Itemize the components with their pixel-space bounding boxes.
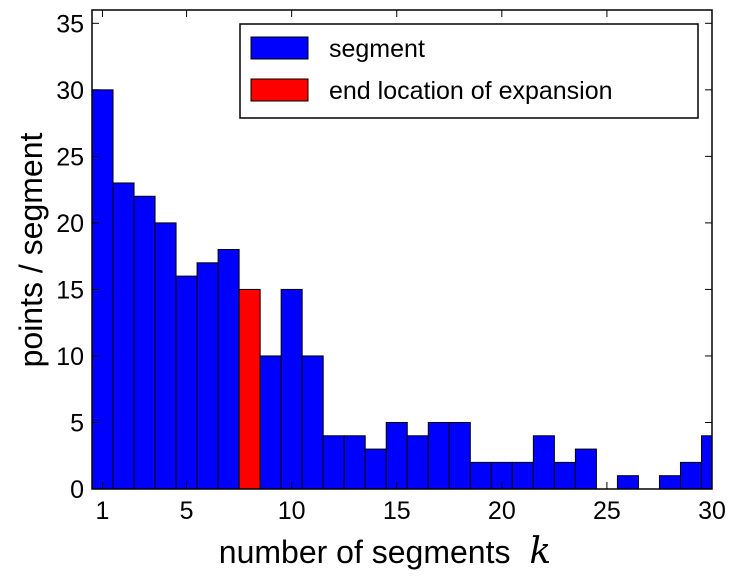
y-tick-label: 15 bbox=[56, 276, 84, 304]
bar-k-8 bbox=[238, 288, 261, 489]
legend: segment end location of expansion bbox=[239, 23, 699, 119]
bar-k-4 bbox=[154, 222, 177, 489]
bar-k-22 bbox=[532, 435, 555, 489]
bar-k-10 bbox=[280, 288, 303, 489]
bar-k-26 bbox=[616, 475, 639, 489]
legend-swatch-segment bbox=[250, 36, 309, 60]
y-tick-label: 30 bbox=[56, 77, 84, 105]
x-tick-label: 20 bbox=[488, 497, 516, 525]
y-tick-label: 5 bbox=[70, 409, 84, 437]
bar-k-21 bbox=[511, 461, 534, 489]
bar-k-28 bbox=[658, 475, 681, 489]
bar-k-12 bbox=[322, 435, 345, 489]
bar-k-14 bbox=[364, 448, 387, 489]
legend-box bbox=[239, 23, 699, 119]
y-axis-label: points / segment bbox=[13, 132, 49, 367]
plot-frame bbox=[91, 9, 713, 490]
x-axis-label-text: number of segments bbox=[219, 534, 511, 570]
bar-k-19 bbox=[469, 461, 492, 489]
x-axis-label-variable: k bbox=[529, 531, 551, 572]
bar-k-7 bbox=[217, 249, 240, 489]
y-tick-label: 35 bbox=[56, 10, 84, 38]
y-tick-label: 10 bbox=[56, 343, 84, 371]
bar-k-18 bbox=[448, 421, 471, 489]
bars-layer bbox=[92, 89, 712, 489]
bar-k-17 bbox=[427, 421, 450, 489]
ticks-layer bbox=[92, 10, 713, 490]
x-tick-label: 25 bbox=[593, 497, 621, 525]
x-tick-label: 5 bbox=[180, 497, 194, 525]
bar-k-16 bbox=[406, 435, 429, 489]
y-tick-label: 25 bbox=[56, 143, 84, 171]
x-tick-label: 1 bbox=[96, 497, 110, 525]
bar-k-11 bbox=[301, 355, 324, 489]
bar-k-3 bbox=[133, 195, 156, 489]
bar-k-5 bbox=[175, 275, 198, 489]
bar-k-29 bbox=[679, 461, 702, 489]
bar-k-23 bbox=[553, 461, 576, 489]
x-axis-label: number of segments k bbox=[219, 531, 551, 572]
x-tick-label: 30 bbox=[698, 497, 726, 525]
x-tick-label: 10 bbox=[278, 497, 306, 525]
legend-swatch-expansion-end bbox=[250, 78, 309, 102]
bar-k-2 bbox=[112, 182, 135, 489]
bar-k-9 bbox=[259, 355, 282, 489]
x-tick-label: 15 bbox=[383, 497, 411, 525]
legend-label-segment: segment bbox=[329, 35, 425, 63]
bar-k-13 bbox=[343, 435, 366, 489]
legend-label-expansion-end: end location of expansion bbox=[329, 77, 613, 105]
y-tick-label: 0 bbox=[70, 476, 84, 504]
bar-k-6 bbox=[196, 262, 219, 489]
bar-k-15 bbox=[385, 421, 408, 489]
bar-k-24 bbox=[574, 448, 597, 489]
y-tick-label: 20 bbox=[56, 210, 84, 238]
